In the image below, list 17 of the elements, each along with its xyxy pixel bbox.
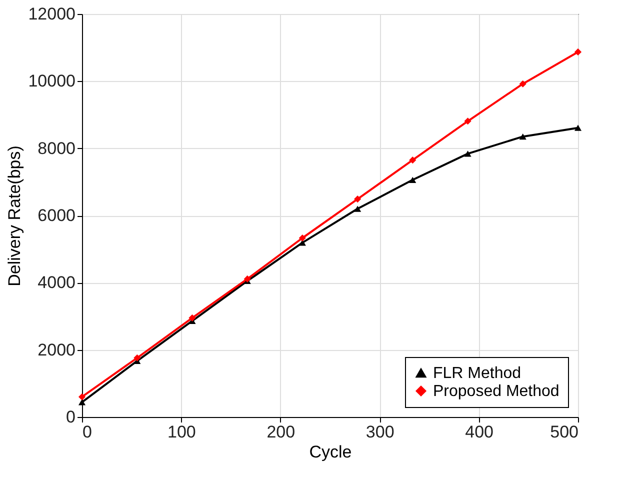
x-tick-label: 400 [465,422,494,442]
x-tick-label: 0 [82,422,92,442]
y-tick-label: 0 [66,408,76,426]
x-tick-label: 500 [550,422,578,442]
x-tick-label: 200 [266,422,296,442]
x-tick-label: 300 [366,422,394,442]
y-tick-label: 4000 [38,273,76,292]
y-tick-label: 2000 [38,340,76,360]
legend-label: FLR Method [433,365,522,382]
y-axis-title: Delivery Rate(bps) [5,146,24,286]
x-tick-label: 100 [168,422,196,442]
x-axis-title: Cycle [309,442,352,462]
y-tick-label: 12000 [28,4,76,24]
y-tick-label: 6000 [38,206,76,225]
y-tick-label: 8000 [38,138,76,158]
y-tick-label: 10000 [28,72,76,91]
legend-label: Proposed Method [433,383,560,400]
